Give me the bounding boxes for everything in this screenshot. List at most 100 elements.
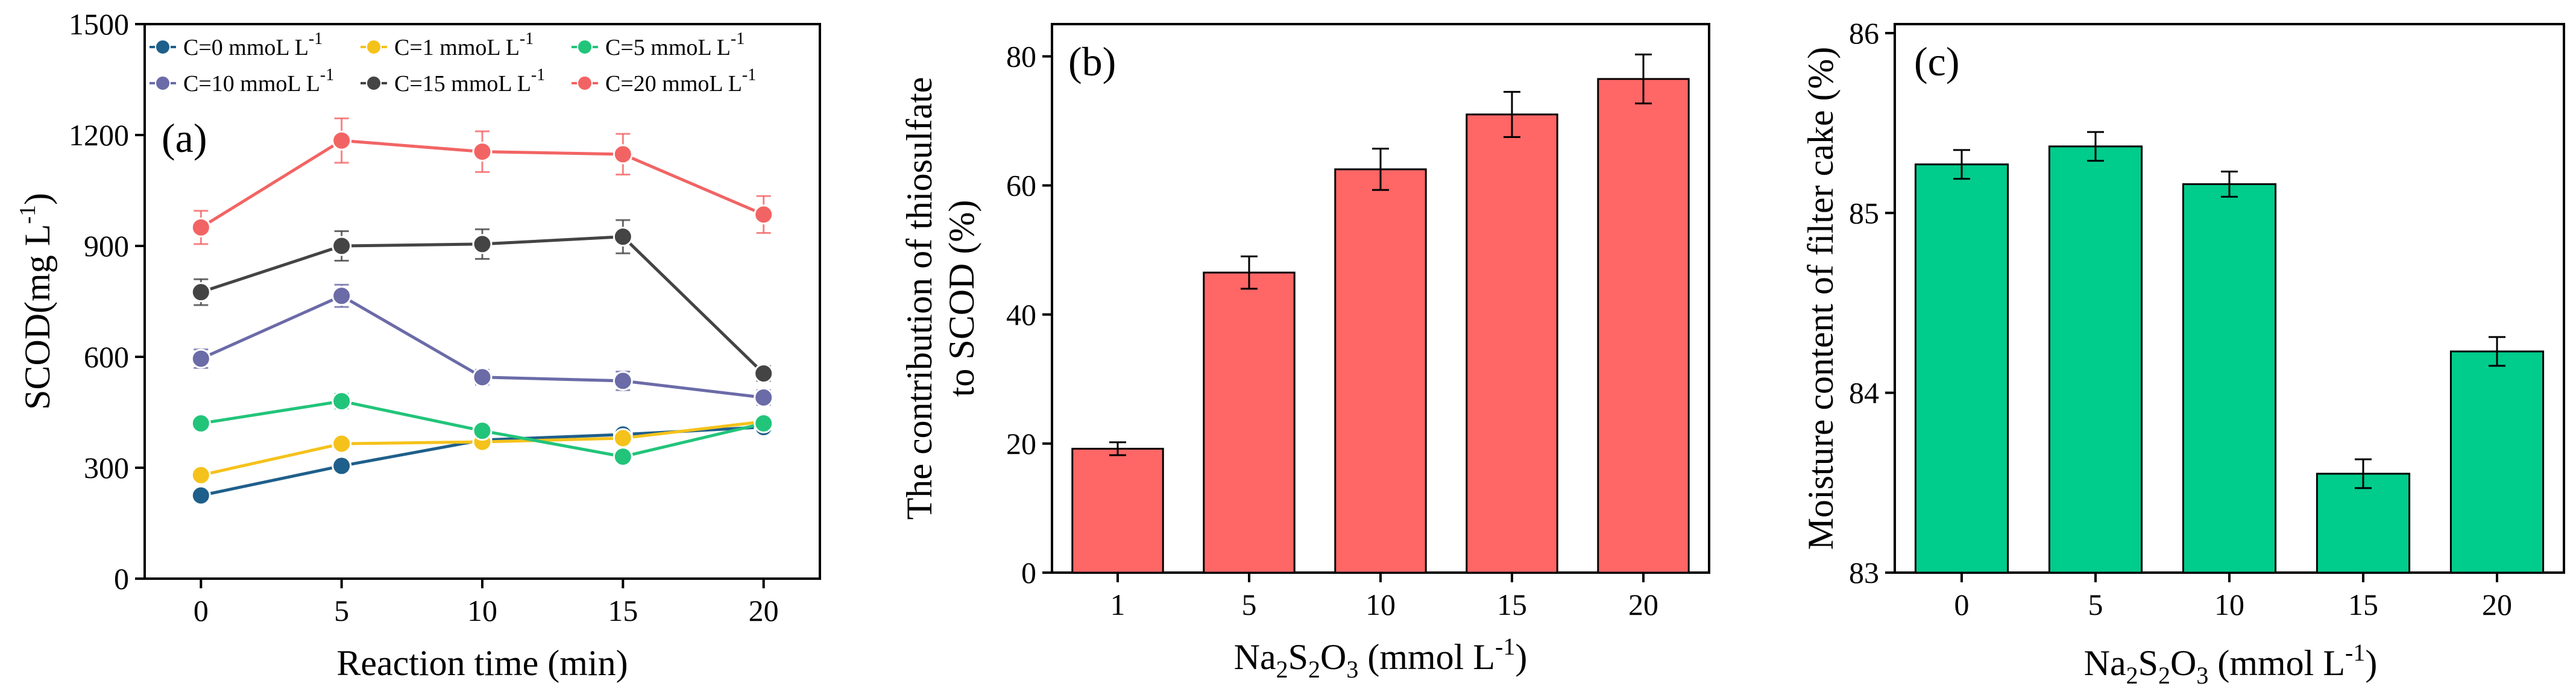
panel-c-x-tick-label: 10 bbox=[2214, 588, 2244, 621]
panel-a-y-title-end: ) bbox=[17, 193, 57, 205]
panel-a-x-tick-label: 20 bbox=[749, 594, 779, 627]
panel-b-bar bbox=[1203, 271, 1296, 574]
panel-b-x-tick-label: 5 bbox=[1242, 588, 1257, 621]
panel-a-data-point bbox=[754, 363, 774, 384]
panel-b-y-tick-label: 40 bbox=[1006, 298, 1036, 332]
panel-a-y-axis-title: SCOD(mg L-1) bbox=[15, 193, 57, 410]
panel-b-error-bar bbox=[1372, 148, 1389, 191]
panel-a-legend-label: C=15 mmoL L-1 bbox=[394, 66, 545, 96]
panel-a-data-point bbox=[613, 227, 633, 247]
panel-a-legend-item: C=20 mmoL L-1 bbox=[572, 66, 756, 96]
panel-a-legend-label-base: C=20 mmoL L bbox=[605, 71, 742, 96]
panel-a-series-5 bbox=[191, 117, 774, 245]
panel-a-data-point bbox=[472, 367, 493, 388]
panel-b-label: (b) bbox=[1068, 39, 1116, 84]
panel-b-bar bbox=[1466, 113, 1558, 574]
panel-a-series-2 bbox=[191, 391, 774, 467]
panel-a-data-point bbox=[613, 447, 633, 467]
panel-c-error-bar bbox=[2489, 336, 2505, 367]
panel-a-legend-label: C=5 mmoL L-1 bbox=[605, 30, 745, 60]
panel-a-y-title-base: SCOD(mg L bbox=[17, 224, 57, 410]
panel-a-y-tick-label: 900 bbox=[84, 229, 129, 263]
panel-c-x-title-sub2: 2 bbox=[2158, 662, 2170, 689]
panel-b-bar bbox=[1597, 78, 1690, 574]
panel-c-x-tick-label: 20 bbox=[2482, 588, 2512, 621]
panel-c-x-title-part2: S bbox=[2138, 643, 2158, 683]
panel-a-legend-label: C=20 mmoL L-1 bbox=[605, 66, 756, 96]
panel-a-legend-item: C=0 mmoL L-1 bbox=[150, 30, 323, 60]
panel-b-bar bbox=[1334, 168, 1427, 574]
panel-a-data-point bbox=[332, 433, 352, 454]
panel-a-legend-marker bbox=[366, 75, 382, 91]
panel-a-legend-label-base: C=15 mmoL L bbox=[394, 71, 531, 96]
panel-c-x-title-sup: -1 bbox=[2345, 639, 2365, 666]
panel-c-error-bar bbox=[2087, 131, 2104, 162]
panel-a-x-tick-label: 10 bbox=[467, 594, 497, 627]
panel-a-legend-label-sup: -1 bbox=[520, 30, 534, 48]
panel-a-data-point bbox=[191, 217, 211, 237]
panel-c-chart: (c) Na2S2O3 (mmol L-1) Moisture content … bbox=[1801, 16, 2565, 689]
panel-a-y-tick-label: 600 bbox=[84, 340, 129, 374]
panel-c-y-axis-title: Moisture content of filter cake (%) bbox=[1801, 47, 1841, 550]
panel-a-legend-label-sup: -1 bbox=[309, 30, 323, 48]
panel-c-x-title-part3: O bbox=[2170, 643, 2196, 683]
panel-b-y-tick-label: 20 bbox=[1006, 427, 1036, 461]
panel-c-y-tick-label: 84 bbox=[1849, 376, 1879, 410]
panel-a-x-tick-label: 5 bbox=[334, 594, 349, 627]
panel-a-data-point bbox=[191, 485, 211, 506]
panel-a-data-point bbox=[613, 428, 633, 448]
panel-c-x-title-part1: Na bbox=[2084, 643, 2126, 683]
panel-b-x-title-part3: O bbox=[1320, 637, 1346, 677]
panel-c-x-title-part4: (mmol L bbox=[2208, 643, 2345, 683]
panel-c-x-axis-title: Na2S2O3 (mmol L-1) bbox=[2084, 639, 2378, 689]
panel-a-data-point bbox=[472, 421, 493, 441]
panel-c-error-bar bbox=[2221, 171, 2238, 198]
panel-a-legend-label-base: C=5 mmoL L bbox=[605, 35, 731, 60]
panel-a-legend-label-base: C=10 mmoL L bbox=[183, 71, 320, 96]
panel-b-y-tick-label: 0 bbox=[1021, 556, 1036, 590]
panel-a-data-point bbox=[613, 371, 633, 391]
panel-b-x-tick-label: 15 bbox=[1497, 588, 1527, 621]
panel-b-bar bbox=[1071, 447, 1164, 574]
panel-b-x-tick-label: 20 bbox=[1628, 588, 1658, 621]
panel-c-x-title-end: ) bbox=[2365, 643, 2377, 683]
panel-c-label: (c) bbox=[1914, 39, 1959, 84]
panel-b-error-bar bbox=[1504, 90, 1520, 138]
panel-a-data-point bbox=[191, 282, 211, 303]
panel-a-x-tick-label: 15 bbox=[608, 594, 638, 627]
panel-c-bar bbox=[2449, 350, 2545, 574]
panel-a-legend-label: C=10 mmoL L-1 bbox=[183, 66, 334, 96]
panel-c-x-tick-label: 15 bbox=[2348, 588, 2378, 621]
panel-c-x-tick-label: 0 bbox=[1954, 588, 1970, 621]
panel-a-data-point bbox=[754, 204, 774, 225]
panel-b-x-tick-label: 10 bbox=[1365, 588, 1396, 621]
panel-b-x-title-sup: -1 bbox=[1495, 633, 1515, 660]
panel-a-y-tick-label: 300 bbox=[84, 451, 129, 485]
panel-a-x-axis-title: Reaction time (min) bbox=[336, 643, 628, 683]
panel-c-y-tick-label: 85 bbox=[1849, 196, 1879, 230]
panel-a-series-3 bbox=[191, 283, 774, 407]
panel-a-y-tick-label: 1200 bbox=[69, 118, 129, 152]
panel-a-y-tick-label: 0 bbox=[114, 562, 129, 596]
panel-b-error-bar bbox=[1635, 53, 1652, 105]
panel-a-data-point bbox=[613, 144, 633, 165]
panel-b-x-title-part1: Na bbox=[1234, 637, 1276, 677]
panel-a-label: (a) bbox=[162, 115, 207, 161]
panel-a-data-point bbox=[191, 413, 211, 433]
panel-a-plot-frame bbox=[143, 23, 821, 580]
panel-c-error-bar bbox=[1953, 149, 1970, 180]
panel-a-legend-label-base: C=0 mmoL L bbox=[183, 35, 309, 60]
panel-c-y-tick-label: 86 bbox=[1849, 16, 1879, 50]
panel-b-x-axis-title: Na2S2O3 (mmol L-1) bbox=[1234, 633, 1528, 683]
panel-a-legend-marker bbox=[577, 39, 593, 55]
panel-a-data-point bbox=[191, 465, 211, 485]
panel-c-y-tick-label: 83 bbox=[1849, 556, 1879, 590]
panel-a-data-point bbox=[332, 130, 352, 151]
panel-a-data-point bbox=[191, 348, 211, 369]
panel-a-y-tick-label: 1500 bbox=[69, 7, 129, 41]
panel-c-bar bbox=[2182, 183, 2277, 574]
panel-a-legend-item: C=15 mmoL L-1 bbox=[361, 66, 545, 96]
panel-b-x-title-end: ) bbox=[1515, 637, 1527, 677]
panel-a-legend-item: C=1 mmoL L-1 bbox=[361, 30, 534, 60]
